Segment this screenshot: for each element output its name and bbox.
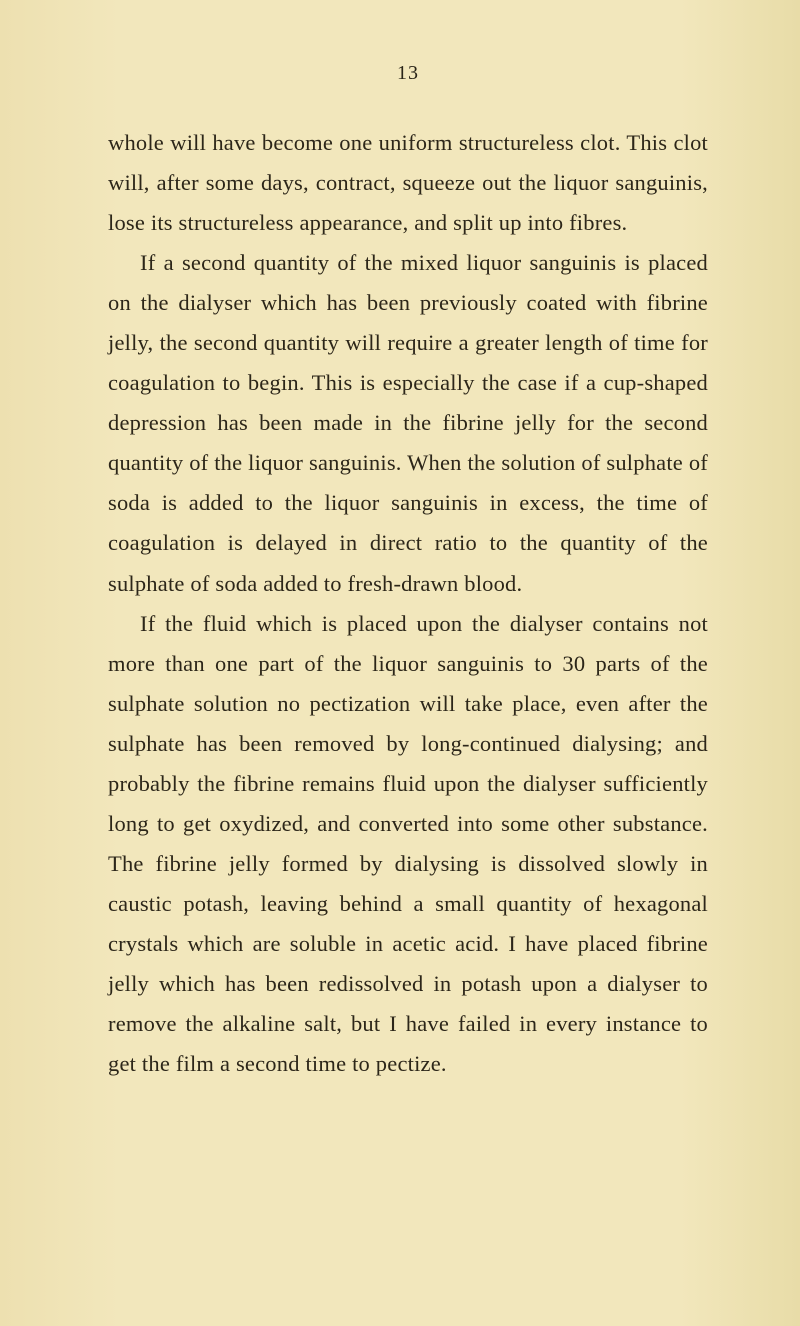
paragraph-3: If the fluid which is placed upon the di… bbox=[108, 604, 708, 1085]
paragraph-2: If a second quantity of the mixed liquor… bbox=[108, 243, 708, 603]
document-page: 13 whole will have become one uniform st… bbox=[0, 0, 800, 1326]
page-number: 13 bbox=[108, 62, 708, 85]
body-text-container: whole will have become one uniform struc… bbox=[108, 123, 708, 1084]
paragraph-1: whole will have become one uniform struc… bbox=[108, 123, 708, 243]
